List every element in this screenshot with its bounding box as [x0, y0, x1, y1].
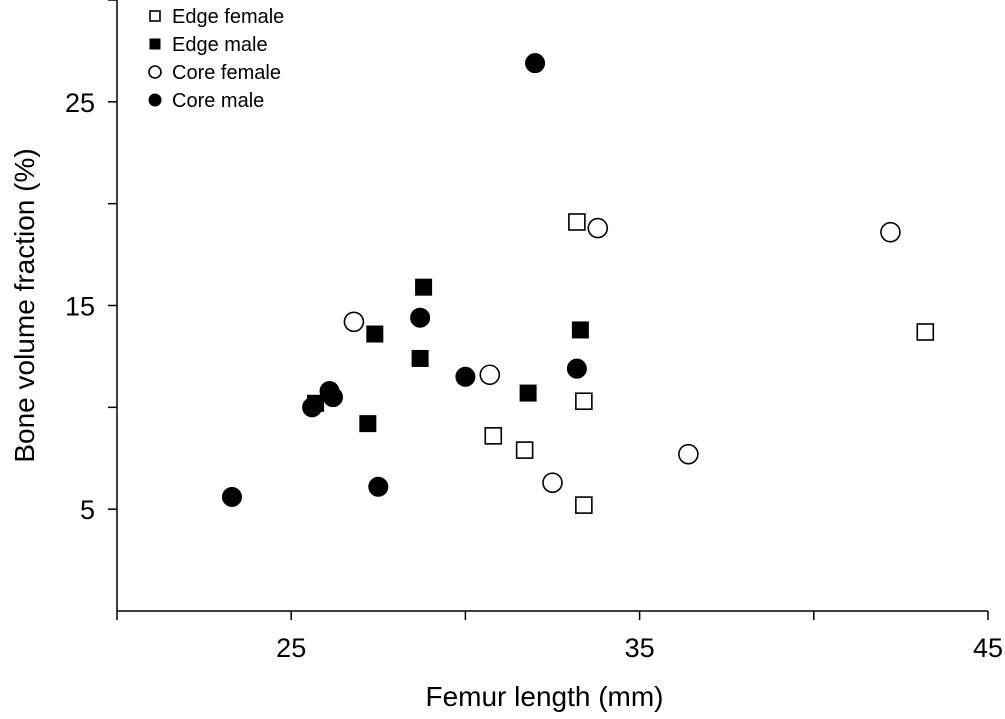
legend: Edge female Edge male Core female Core male [148, 6, 284, 112]
data-point [359, 415, 377, 433]
x-axis-title: Femur length (mm) [425, 681, 663, 712]
data-point [566, 358, 587, 379]
data-point [587, 217, 609, 239]
legend-marker [149, 38, 161, 50]
legend-label: Edge female [172, 6, 284, 28]
ticks: 25 35 45 5 15 25 [65, 0, 1003, 663]
data-point [221, 486, 242, 507]
data-point [455, 366, 476, 387]
data-point [411, 349, 429, 367]
x-tick-label: 35 [625, 633, 655, 663]
data-point [542, 472, 563, 493]
data-point [571, 321, 589, 339]
data-point [575, 496, 593, 514]
data-point [916, 323, 935, 341]
data-point [368, 476, 389, 497]
data-point [575, 392, 593, 411]
legend-marker [148, 65, 162, 79]
legend-label: Core male [172, 90, 264, 112]
series-edge-female [484, 213, 935, 514]
data-point [519, 384, 537, 402]
series-edge-male [307, 278, 589, 433]
data-point [484, 427, 503, 445]
y-tick-label: 5 [80, 495, 95, 525]
y-tick-label: 15 [65, 292, 95, 322]
x-tick-label: 45 [973, 633, 1003, 663]
legend-label: Core female [172, 62, 281, 84]
data-point [880, 221, 901, 243]
data-point [568, 213, 586, 231]
data-point [410, 307, 431, 328]
series-core-male [221, 53, 587, 507]
data-point [525, 53, 546, 74]
y-axis-title: Bone volume fraction (%) [9, 148, 40, 462]
data-point [323, 387, 344, 408]
legend-marker [149, 10, 161, 22]
data-point [366, 325, 384, 343]
legend-item: Edge male [149, 34, 268, 56]
series-core-female [343, 217, 901, 493]
data-point [343, 311, 365, 333]
legend-label: Edge male [172, 34, 268, 56]
data-point [302, 397, 323, 418]
legend-item: Core male [148, 90, 264, 112]
data-point [678, 443, 699, 465]
legend-item: Core female [148, 62, 281, 84]
data-points [221, 53, 935, 514]
data-point [515, 441, 534, 459]
data-point [479, 364, 501, 386]
x-tick-label: 25 [276, 633, 306, 663]
data-point [415, 278, 433, 296]
y-tick-label: 25 [65, 88, 95, 118]
legend-item: Edge female [149, 6, 284, 28]
legend-marker [148, 93, 162, 107]
